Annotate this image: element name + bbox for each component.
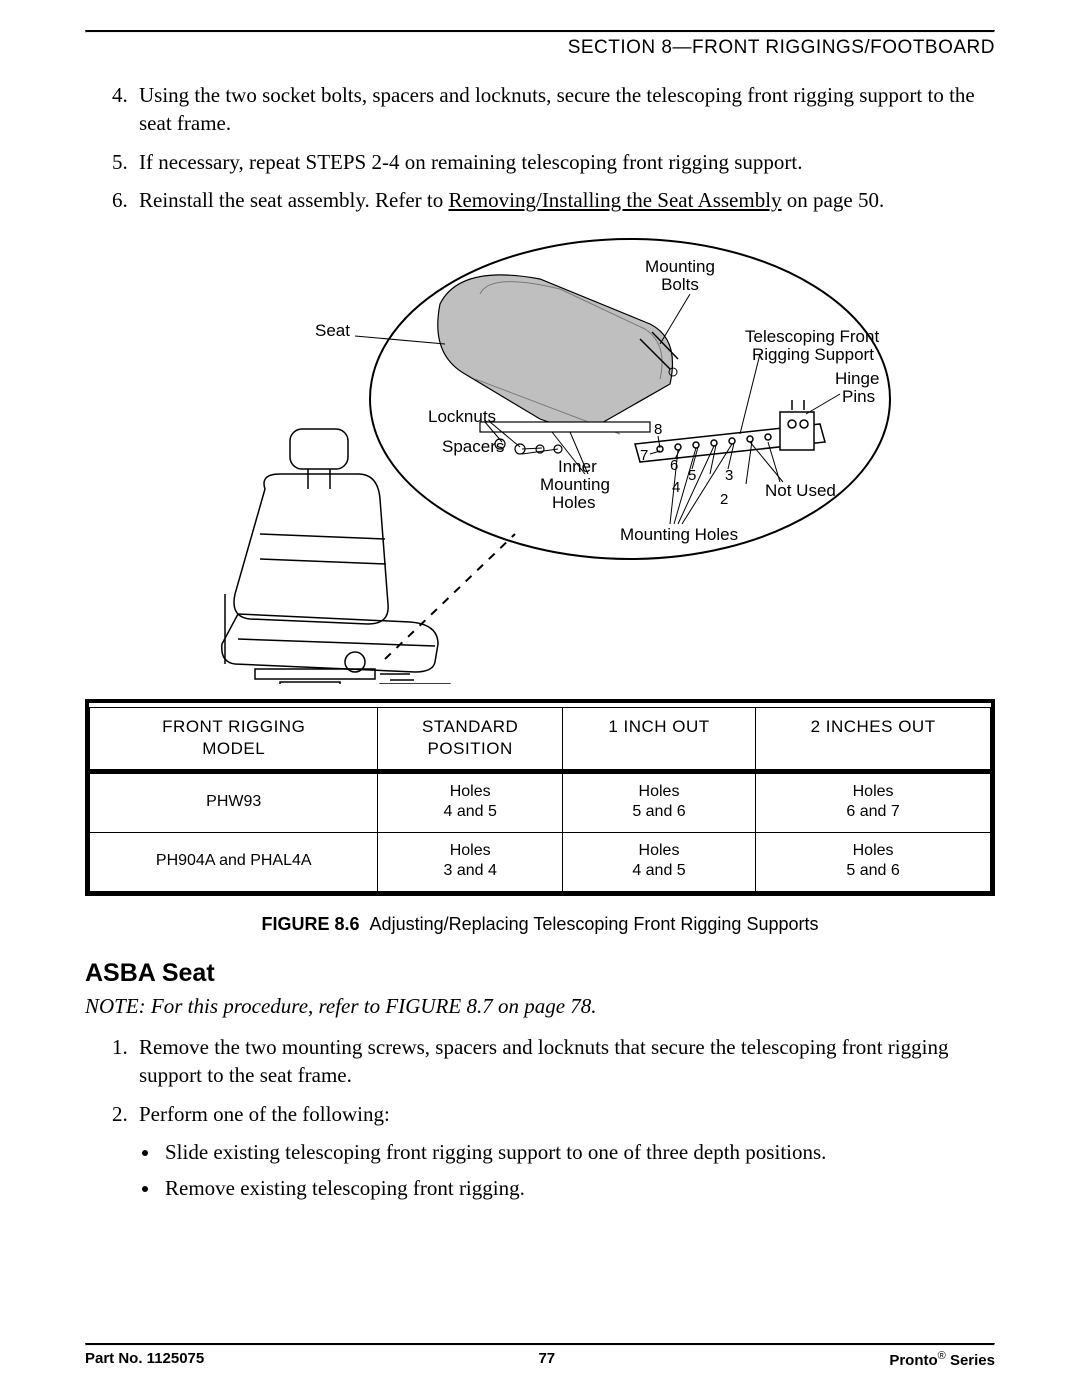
step-5: If necessary, repeat STEPS 2-4 on remain… xyxy=(133,148,995,176)
asba-bullet-1: Slide existing telescoping front rigging… xyxy=(161,1138,995,1166)
footer-rule xyxy=(85,1343,995,1346)
step-6-post: on page 50. xyxy=(782,188,885,212)
registered-icon: ® xyxy=(938,1350,946,1362)
detail-leader xyxy=(385,534,515,659)
asba-bullets: Slide existing telescoping front rigging… xyxy=(85,1138,995,1203)
hole-num-7: 7 xyxy=(640,447,648,464)
figure-8-6: Seat Mounting Bolts Locknuts Spacers Inn… xyxy=(85,224,995,689)
label-spacers: Spacers xyxy=(442,437,504,456)
label-inner-3: Holes xyxy=(552,493,595,512)
figure-caption-label: FIGURE 8.6 xyxy=(262,914,360,934)
step-6-pre: Reinstall the seat assembly. Refer to xyxy=(139,188,448,212)
footer-page-no: 77 xyxy=(538,1350,555,1369)
label-hinge-1: Hinge xyxy=(835,369,879,388)
label-hinge-2: Pins xyxy=(842,387,875,406)
step-4: Using the two socket bolts, spacers and … xyxy=(133,81,995,138)
hole-num-5: 5 xyxy=(688,467,696,484)
rigging-table-wrap: FRONT RIGGINGMODEL STANDARDPOSITION 1 IN… xyxy=(85,699,995,896)
section-header: SECTION 8—FRONT RIGGINGS/FOOTBOARD xyxy=(85,37,995,59)
asba-steps: Remove the two mounting screws, spacers … xyxy=(85,1033,995,1128)
figure-caption-text: Adjusting/Replacing Telescoping Front Ri… xyxy=(370,914,819,934)
figure-svg: Seat Mounting Bolts Locknuts Spacers Inn… xyxy=(180,224,900,684)
table-header-row: FRONT RIGGINGMODEL STANDARDPOSITION 1 IN… xyxy=(90,708,991,772)
figure-caption: FIGURE 8.6 Adjusting/Replacing Telescopi… xyxy=(85,914,995,935)
steps-list-top: Using the two socket bolts, spacers and … xyxy=(85,81,995,214)
asba-step-1: Remove the two mounting screws, spacers … xyxy=(133,1033,995,1090)
step-6-xref: Removing/Installing the Seat Assembly xyxy=(448,188,781,212)
th-2inch: 2 INCHES OUT xyxy=(756,708,991,772)
hole-num-8: 8 xyxy=(654,421,662,438)
label-seat: Seat xyxy=(315,321,350,340)
asba-note: NOTE: For this procedure, refer to FIGUR… xyxy=(85,994,995,1019)
th-standard: STANDARDPOSITION xyxy=(378,708,562,772)
cell-std: Holes4 and 5 xyxy=(378,771,562,832)
asba-bullet-2: Remove existing telescoping front riggin… xyxy=(161,1174,995,1202)
hole-num-3: 3 xyxy=(725,467,733,484)
cell-1inch: Holes4 and 5 xyxy=(562,832,755,891)
label-tfrs-2: Rigging Support xyxy=(752,345,874,364)
label-not-used: Not Used xyxy=(765,481,836,500)
label-locknuts: Locknuts xyxy=(428,407,496,426)
page-footer: Part No. 1125075 77 Pronto® Series xyxy=(85,1343,995,1369)
label-inner-2: Mounting xyxy=(540,475,610,494)
label-tfrs-1: Telescoping Front xyxy=(745,327,879,346)
cell-model: PHW93 xyxy=(90,771,378,832)
cell-model: PH904A and PHAL4A xyxy=(90,832,378,891)
th-1inch: 1 INCH OUT xyxy=(562,708,755,772)
th-model: FRONT RIGGINGMODEL xyxy=(90,708,378,772)
hole-num-4: 4 xyxy=(672,479,680,496)
footer-part-no: Part No. 1125075 xyxy=(85,1350,204,1369)
header-rule xyxy=(85,30,995,33)
rigging-table: FRONT RIGGINGMODEL STANDARDPOSITION 1 IN… xyxy=(89,707,991,892)
cell-2inch: Holes5 and 6 xyxy=(756,832,991,891)
asba-heading: ASBA Seat xyxy=(85,959,995,988)
cell-std: Holes3 and 4 xyxy=(378,832,562,891)
label-inner-1: Inner xyxy=(558,457,597,476)
table-row: PH904A and PHAL4A Holes3 and 4 Holes4 an… xyxy=(90,832,991,891)
label-mounting-bolts-1: Mounting xyxy=(645,257,715,276)
label-mounting-bolts-2: Bolts xyxy=(661,275,699,294)
cell-2inch: Holes6 and 7 xyxy=(756,771,991,832)
asba-step-2: Perform one of the following: xyxy=(133,1100,995,1128)
hole-num-6: 6 xyxy=(670,457,678,474)
label-mounting-holes: Mounting Holes xyxy=(620,525,738,544)
cell-1inch: Holes5 and 6 xyxy=(562,771,755,832)
hole-num-2: 2 xyxy=(720,491,728,508)
step-6: Reinstall the seat assembly. Refer to Re… xyxy=(133,186,995,214)
table-row: PHW93 Holes4 and 5 Holes5 and 6 Holes6 a… xyxy=(90,771,991,832)
page: SECTION 8—FRONT RIGGINGS/FOOTBOARD Using… xyxy=(0,0,1080,1397)
footer-series: Pronto® Series xyxy=(889,1350,995,1369)
